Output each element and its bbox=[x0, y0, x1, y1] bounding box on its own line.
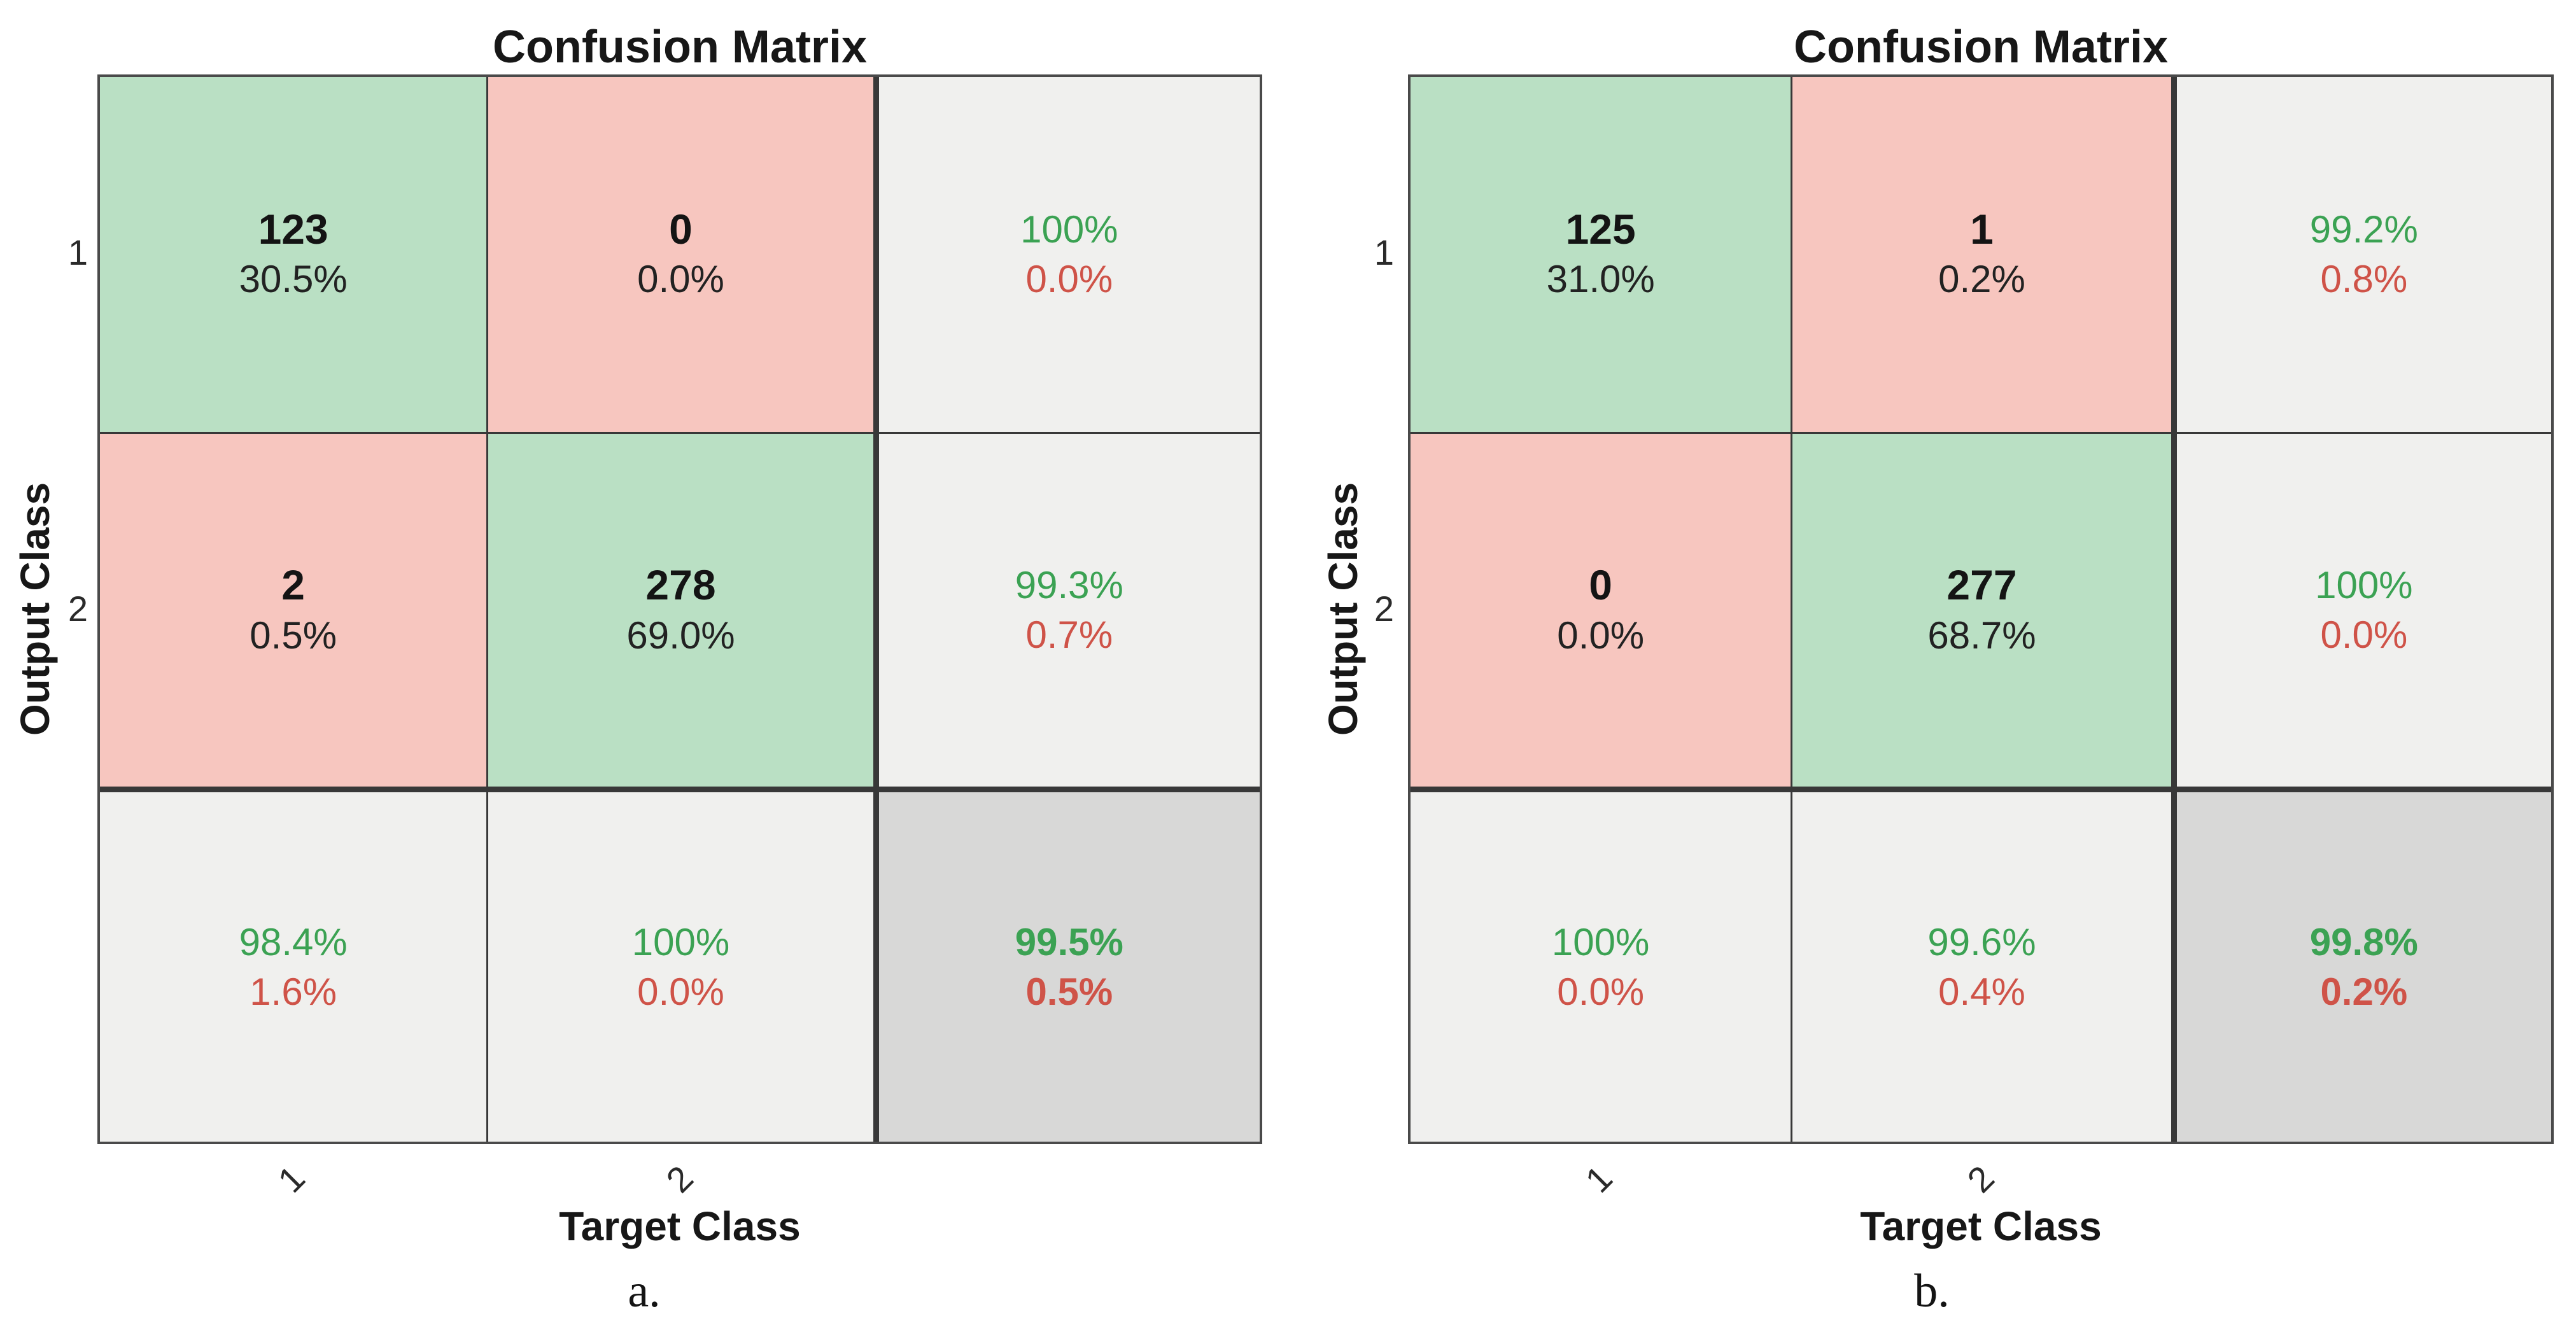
summary-incorrect: 0.0% bbox=[1557, 970, 1645, 1013]
col-summary-1: 100% 0.0% bbox=[1411, 787, 1791, 1142]
cell-percent: 0.0% bbox=[1557, 613, 1645, 657]
row-summary-1: 99.2% 0.8% bbox=[2171, 77, 2551, 432]
row-summary-2: 100% 0.0% bbox=[2171, 431, 2551, 787]
summary-correct: 99.6% bbox=[1927, 920, 2036, 963]
summary-correct: 99.3% bbox=[1015, 563, 1123, 606]
cell-r2c2: 278 69.0% bbox=[486, 431, 873, 787]
cell-r1c2: 1 0.2% bbox=[1791, 77, 2171, 432]
summary-correct: 100% bbox=[2315, 563, 2413, 606]
cell-r1c1: 125 31.0% bbox=[1411, 77, 1791, 432]
summary-incorrect: 0.0% bbox=[637, 970, 724, 1013]
y-axis-label: Output Class bbox=[12, 482, 58, 736]
summary-correct: 99.2% bbox=[2309, 207, 2418, 251]
summary-incorrect: 0.4% bbox=[1938, 970, 2025, 1013]
summary-incorrect: 0.5% bbox=[1025, 970, 1113, 1013]
y-tick-2: 2 bbox=[1374, 589, 1394, 629]
col-summary-2: 99.6% 0.4% bbox=[1791, 787, 2171, 1142]
summary-correct: 100% bbox=[1551, 920, 1650, 963]
summary-incorrect: 1.6% bbox=[250, 970, 337, 1013]
summary-correct: 100% bbox=[631, 920, 730, 963]
chart-title: Confusion Matrix bbox=[1794, 22, 2168, 73]
summary-incorrect: 0.0% bbox=[2320, 613, 2408, 656]
y-tick-1: 1 bbox=[67, 232, 88, 272]
x-axis-label: Target Class bbox=[1860, 1203, 2102, 1249]
summary-correct: 99.5% bbox=[1015, 920, 1123, 963]
cell-percent: 0.5% bbox=[250, 613, 337, 657]
y-axis-label: Output Class bbox=[1320, 482, 1366, 736]
cell-r2c1: 2 0.5% bbox=[100, 431, 487, 787]
subfigure-caption-a: a. bbox=[628, 1265, 661, 1317]
cell-r1c2: 0 0.0% bbox=[486, 77, 873, 432]
x-axis-label: Target Class bbox=[559, 1203, 801, 1249]
cell-r2c2: 277 68.7% bbox=[1791, 431, 2171, 787]
cell-count: 125 bbox=[1565, 206, 1636, 253]
cell-r1c1: 123 30.5% bbox=[100, 77, 487, 432]
cell-count: 2 bbox=[281, 561, 306, 609]
row-summary-2: 99.3% 0.7% bbox=[873, 431, 1260, 787]
cell-count: 123 bbox=[258, 206, 328, 253]
cell-percent: 69.0% bbox=[626, 613, 735, 657]
summary-correct: 100% bbox=[1020, 207, 1118, 251]
chart-title: Confusion Matrix bbox=[493, 22, 867, 73]
overall-accuracy-cell: 99.5% 0.5% bbox=[873, 787, 1260, 1142]
confusion-grid-a: 123 30.5% 0 0.0% 100% 0.0% 2 0.5% 278 69… bbox=[97, 74, 1262, 1144]
overall-accuracy-cell: 99.8% 0.2% bbox=[2171, 787, 2551, 1142]
y-tick-2: 2 bbox=[67, 589, 88, 629]
summary-incorrect: 0.0% bbox=[1025, 257, 1113, 300]
cell-count: 277 bbox=[1946, 561, 2017, 609]
cell-percent: 0.2% bbox=[1938, 258, 2025, 301]
summary-incorrect: 0.8% bbox=[2320, 257, 2408, 300]
cell-r2c1: 0 0.0% bbox=[1411, 431, 1791, 787]
cell-count: 278 bbox=[645, 561, 716, 609]
col-summary-2: 100% 0.0% bbox=[486, 787, 873, 1142]
summary-incorrect: 0.7% bbox=[1025, 613, 1113, 656]
summary-correct: 99.8% bbox=[2309, 920, 2418, 963]
subfigure-caption-b: b. bbox=[1914, 1265, 1950, 1317]
cell-count: 0 bbox=[1589, 561, 1613, 609]
confusion-grid-b: 125 31.0% 1 0.2% 99.2% 0.8% 0 0.0% 277 6… bbox=[1408, 74, 2554, 1144]
cell-percent: 31.0% bbox=[1546, 258, 1655, 301]
summary-incorrect: 0.2% bbox=[2320, 970, 2408, 1013]
cell-count: 1 bbox=[1970, 206, 1994, 253]
cell-percent: 68.7% bbox=[1927, 613, 2036, 657]
y-tick-1: 1 bbox=[1374, 232, 1394, 272]
summary-correct: 98.4% bbox=[239, 920, 348, 963]
cell-percent: 30.5% bbox=[239, 258, 348, 301]
cell-percent: 0.0% bbox=[637, 258, 724, 301]
cell-count: 0 bbox=[669, 206, 693, 253]
col-summary-1: 98.4% 1.6% bbox=[100, 787, 487, 1142]
row-summary-1: 100% 0.0% bbox=[873, 77, 1260, 432]
